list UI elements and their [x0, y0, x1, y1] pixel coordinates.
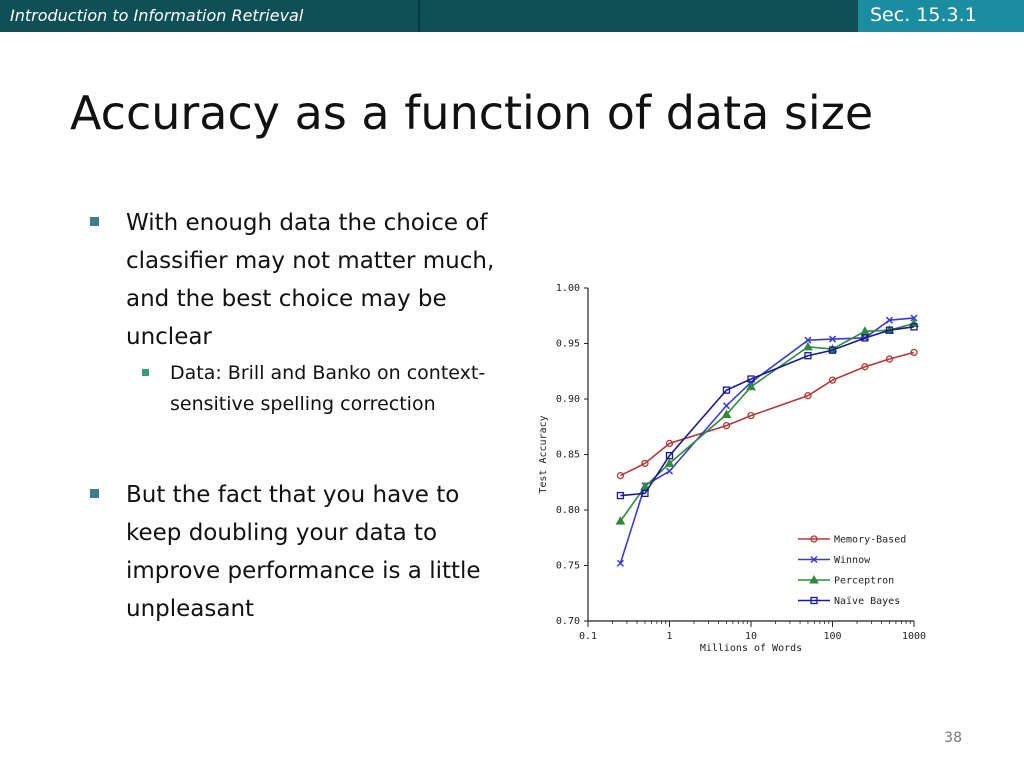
- slide-title: Accuracy as a function of data size: [70, 86, 874, 140]
- data-point-na-ve-bayes: [861, 334, 869, 342]
- legend-marker-na-ve-bayes: [810, 596, 818, 605]
- section-label: Sec. 15.3.1: [870, 4, 977, 26]
- data-point-perceptron: [721, 409, 732, 419]
- legend-label-na-ve-bayes: Naïve Bayes: [834, 596, 900, 607]
- data-point-perceptron: [803, 341, 813, 351]
- bullet-text-2: But the fact that you have to keep doubl…: [126, 482, 481, 622]
- sub-bullet-item-1: Data: Brill and Banko on context-sensiti…: [136, 358, 510, 420]
- data-point-memory-based: [641, 459, 649, 468]
- bullet-list: With enough data the choice of classifie…: [90, 204, 510, 628]
- legend-label-memory-based: Memory-Based: [834, 535, 906, 546]
- legend-label-perceptron: Perceptron: [834, 576, 894, 587]
- data-point-perceptron: [640, 481, 650, 491]
- data-point-na-ve-bayes: [722, 386, 731, 394]
- bullet-gap: [90, 420, 510, 476]
- data-point-perceptron: [664, 458, 675, 467]
- bullet-marker-icon: [90, 217, 99, 226]
- series-line-perceptron: [619, 322, 915, 522]
- data-point-memory-based: [665, 439, 674, 448]
- bullet-text-1: With enough data the choice of classifie…: [126, 210, 495, 350]
- data-point-na-ve-bayes: [885, 326, 894, 334]
- data-point-na-ve-bayes: [665, 451, 674, 460]
- data-point-memory-based: [722, 421, 731, 430]
- data-point-na-ve-bayes: [828, 346, 837, 354]
- data-point-winnow: [885, 316, 893, 324]
- x-tick-label: 1: [666, 631, 672, 642]
- data-point-memory-based: [804, 392, 812, 400]
- x-tick-label: 1000: [902, 631, 926, 642]
- data-point-memory-based: [885, 355, 894, 363]
- data-point-memory-based: [616, 471, 625, 480]
- legend-marker-perceptron: [809, 574, 819, 584]
- series-line-winnow: [619, 317, 915, 564]
- data-point-memory-based: [861, 363, 869, 371]
- data-point-winnow: [616, 559, 624, 567]
- series-line-na-ve-bayes: [620, 326, 915, 497]
- data-point-na-ve-bayes: [910, 323, 918, 331]
- sub-bullet-text-1: Data: Brill and Banko on context-sensiti…: [170, 362, 486, 415]
- data-point-na-ve-bayes: [747, 375, 755, 383]
- series-line-memory-based: [620, 351, 915, 477]
- y-tick-label: 0.90: [556, 394, 580, 405]
- data-point-perceptron: [909, 318, 919, 328]
- data-point-winnow: [910, 314, 918, 322]
- legend-label-winnow: Winnow: [834, 555, 871, 566]
- x-tick-label: 100: [823, 631, 841, 642]
- section-badge: Sec. 15.3.1: [858, 0, 1024, 32]
- y-tick-label: 0.95: [556, 339, 580, 350]
- x-tick-label: 0.1: [579, 631, 597, 642]
- bullet-item-1: With enough data the choice of classifie…: [90, 204, 510, 356]
- data-point-na-ve-bayes: [616, 491, 625, 500]
- y-axis-label: Test Accuracy: [538, 415, 549, 493]
- y-tick-label: 0.75: [556, 561, 580, 572]
- data-point-memory-based: [828, 376, 837, 384]
- data-point-memory-based: [747, 411, 755, 420]
- x-tick-label: 10: [745, 631, 757, 642]
- data-point-na-ve-bayes: [641, 489, 649, 498]
- course-title-box: Introduction to Information Retrieval: [0, 0, 420, 32]
- course-title: Introduction to Information Retrieval: [10, 6, 304, 25]
- header-spacer: [420, 0, 852, 32]
- data-point-perceptron: [860, 326, 870, 335]
- data-point-winnow: [722, 402, 730, 410]
- legend-marker-winnow: [810, 555, 818, 564]
- data-point-memory-based: [910, 348, 918, 357]
- bullet-marker-icon: [90, 489, 99, 498]
- data-point-perceptron: [746, 381, 756, 391]
- y-tick-label: 0.80: [556, 505, 580, 516]
- header-bar: Introduction to Information Retrieval Se…: [0, 0, 1024, 32]
- y-tick-label: 0.70: [556, 616, 580, 627]
- data-point-winnow: [828, 335, 837, 343]
- legend-marker-memory-based: [810, 535, 818, 543]
- page-number: 38: [944, 730, 962, 746]
- data-point-winnow: [804, 336, 812, 344]
- bullet-item-2: But the fact that you have to keep doubl…: [90, 476, 510, 628]
- data-point-perceptron: [615, 516, 626, 525]
- y-tick-label: 0.85: [556, 450, 580, 461]
- x-axis-label: Millions of Words: [700, 643, 802, 654]
- sub-bullet-marker-icon: [142, 369, 149, 376]
- accuracy-chart: 0.70 0.75 0.80 0.85 0.90 0.95 1.00 0.1 1 10 100 100…: [538, 283, 926, 654]
- data-point-na-ve-bayes: [804, 352, 812, 360]
- y-tick-label: 1.00: [556, 283, 580, 294]
- data-point-winnow: [665, 467, 674, 475]
